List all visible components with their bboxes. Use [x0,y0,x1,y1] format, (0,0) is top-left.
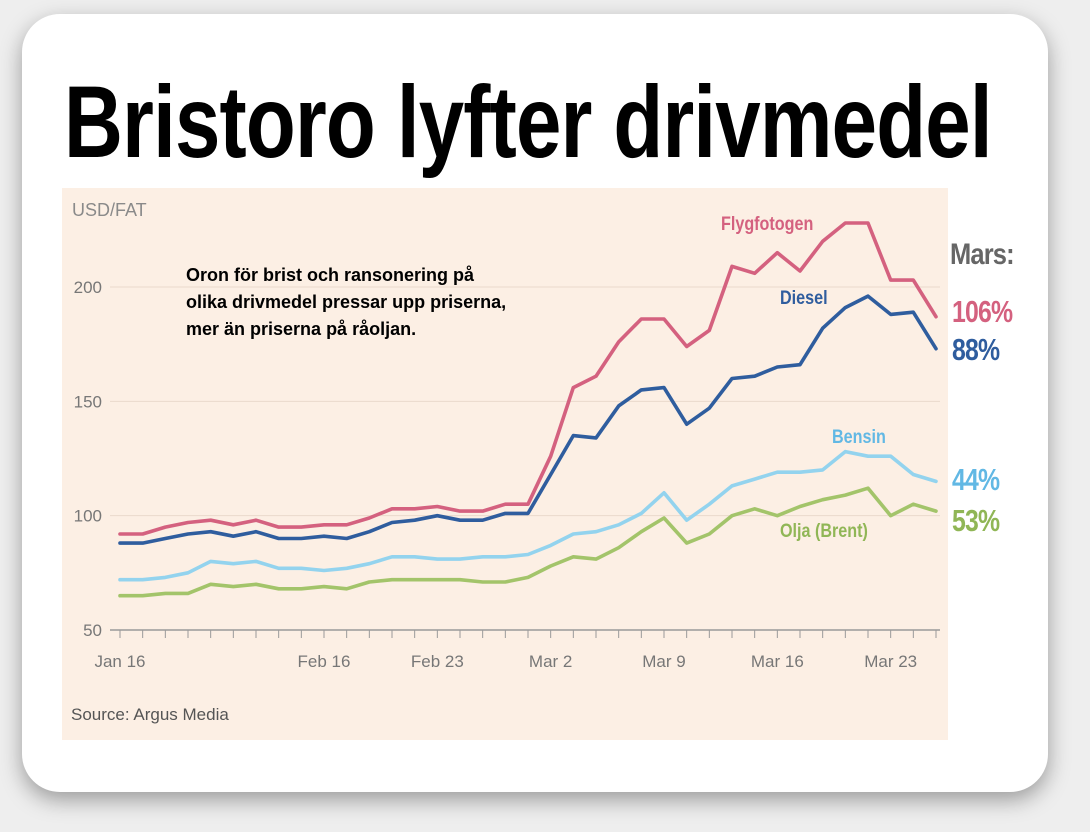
series-label-flygfotogen: Flygfotogen [721,213,813,235]
x-tick-label: Feb 23 [411,652,464,671]
mars-change-diesel: 88% [952,332,1000,367]
x-tick-label: Mar 9 [642,652,685,671]
plot-background [62,188,948,740]
x-tick-label: Jan 16 [94,652,145,671]
y-tick-label: 200 [74,278,102,297]
x-tick-label: Mar 23 [864,652,917,671]
mars-change-bensin: 44% [952,462,1000,497]
series-line-bensin [118,449,938,582]
series-lines [118,221,938,598]
x-tick-label: Feb 16 [298,652,351,671]
axis-ticks: 50 100 150 200 Jan 16 Feb 16 Feb 23 Mar 2 Mar 9 M… [74,278,937,671]
x-tick-label: Mar 2 [529,652,572,671]
page-title: Bristoro lyfter drivmedel [64,65,993,179]
series-label-olja: Olja (Brent) [780,520,868,542]
series-line-diesel [118,294,938,545]
gridlines [110,286,940,631]
source-note: Source: Argus Media [71,705,229,724]
series-line-olja-brent [118,486,938,598]
mars-change-flygfotogen: 106% [952,294,1013,329]
y-tick-label: 50 [83,621,102,640]
mars-change-olja: 53% [952,503,1000,538]
y-tick-label: 150 [74,392,102,411]
series-label-diesel: Diesel [780,287,828,309]
chart-annotation: Oron för brist och ransonering på olika … [186,265,507,339]
y-axis-unit: USD/FAT [72,200,147,220]
x-tick-label: Mar 16 [751,652,804,671]
series-label-bensin: Bensin [832,426,886,448]
series-line-flygfotogen [118,221,938,536]
mars-label: Mars: [950,238,1015,271]
y-tick-label: 100 [74,507,102,526]
